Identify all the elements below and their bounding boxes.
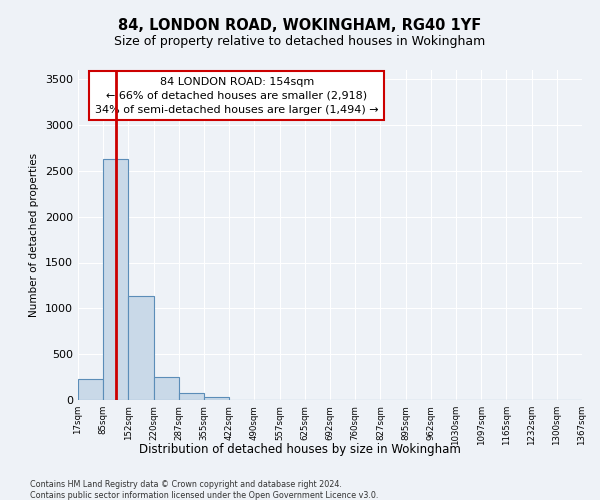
Y-axis label: Number of detached properties: Number of detached properties xyxy=(29,153,40,317)
Text: Contains public sector information licensed under the Open Government Licence v3: Contains public sector information licen… xyxy=(30,491,379,500)
Text: Size of property relative to detached houses in Wokingham: Size of property relative to detached ho… xyxy=(115,35,485,48)
Text: Contains HM Land Registry data © Crown copyright and database right 2024.: Contains HM Land Registry data © Crown c… xyxy=(30,480,342,489)
Bar xyxy=(154,377,179,400)
Bar xyxy=(78,379,103,400)
Text: 84 LONDON ROAD: 154sqm
← 66% of detached houses are smaller (2,918)
34% of semi-: 84 LONDON ROAD: 154sqm ← 66% of detached… xyxy=(95,76,379,114)
Bar xyxy=(204,397,229,400)
Text: Distribution of detached houses by size in Wokingham: Distribution of detached houses by size … xyxy=(139,442,461,456)
Bar xyxy=(128,296,154,400)
Bar xyxy=(179,392,204,400)
Bar xyxy=(103,159,128,400)
Text: 84, LONDON ROAD, WOKINGHAM, RG40 1YF: 84, LONDON ROAD, WOKINGHAM, RG40 1YF xyxy=(118,18,482,32)
